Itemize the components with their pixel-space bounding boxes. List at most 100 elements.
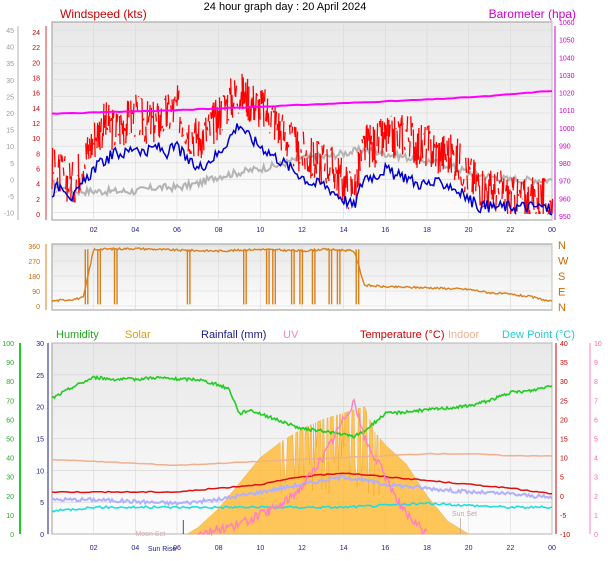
humidity-tick-label: 100	[2, 341, 14, 348]
barometer-tick-label: 1040	[559, 55, 575, 62]
hour-tick-label: 08	[215, 227, 223, 234]
wind-tick-label: 0	[36, 212, 40, 219]
uv-tick-label: 9	[594, 360, 598, 367]
wind-tick-label: 24	[32, 30, 40, 37]
outer-tick-label: -5	[8, 194, 14, 201]
legend-label: Temperature (°C)	[360, 329, 444, 341]
direction-tick-label: 270	[28, 259, 40, 266]
direction-wrap-spikes	[84, 249, 360, 305]
rain-tick-label: 30	[36, 341, 44, 348]
rain-tick-label: 25	[36, 373, 44, 380]
wind-tick-label: 4	[36, 182, 40, 189]
barometer-tick-label: 1050	[559, 38, 575, 45]
compass-label: N	[558, 240, 566, 252]
hour-tick-label: 00	[548, 545, 556, 552]
hour-tick-label: 14	[340, 545, 348, 552]
uv-tick-label: 8	[594, 379, 598, 386]
rain-tick-label: 10	[36, 468, 44, 475]
temperature-tick-label: 35	[560, 360, 568, 367]
outer-tick-label: 25	[6, 94, 14, 101]
humidity-tick-label: 60	[6, 417, 14, 424]
outer-tick-label: 15	[6, 128, 14, 135]
barometer-axis-title: Barometer (hpa)	[489, 7, 576, 21]
humidity-tick-label: 80	[6, 379, 14, 386]
wind-tick-label: 12	[32, 121, 40, 128]
uv-tick-label: 10	[594, 341, 602, 348]
dew-point-line	[51, 501, 553, 513]
hour-tick-label: 02	[90, 545, 98, 552]
hour-tick-label: 10	[256, 227, 264, 234]
direction-tick-label: 0	[36, 304, 40, 311]
temperature-tick-label: 5	[560, 475, 564, 482]
uv-tick-label: 6	[594, 417, 598, 424]
barometer-tick-label: 980	[559, 161, 571, 168]
barometer-tick-label: 990	[559, 143, 571, 150]
barometer-tick-label: 1010	[559, 108, 575, 115]
wind-gust-line	[51, 73, 554, 215]
temperature-tick-label: -10	[560, 532, 570, 539]
uv-tick-label: 4	[594, 456, 598, 463]
uv-tick-label: 1	[594, 513, 598, 520]
rain-tick-label: 20	[36, 405, 44, 412]
temperature-tick-label: 20	[560, 417, 568, 424]
hour-tick-label: 16	[381, 545, 389, 552]
outer-tick-label: 20	[6, 111, 14, 118]
barometer-tick-label: 1030	[559, 73, 575, 80]
hour-tick-label: 22	[506, 227, 514, 234]
hour-tick-label: 18	[423, 545, 431, 552]
barometer-line	[51, 90, 553, 115]
compass-label: S	[558, 271, 565, 283]
uv-tick-label: 5	[594, 437, 598, 444]
hour-tick-label: 12	[298, 545, 306, 552]
outer-tick-label: 35	[6, 61, 14, 68]
legend-label: Dew Point (°C)	[502, 329, 575, 341]
humidity-tick-label: 30	[6, 475, 14, 482]
graph-title: 24 hour graph day : 20 April 2024	[204, 1, 367, 13]
temperature-tick-label: 30	[560, 379, 568, 386]
hour-tick-label: 20	[465, 545, 473, 552]
hour-tick-label: 00	[548, 227, 556, 234]
legend-label: Rainfall (mm)	[201, 329, 266, 341]
temperature-secondary-line	[51, 474, 553, 507]
indoor-line	[51, 452, 553, 467]
barometer-tick-label: 1060	[559, 20, 575, 27]
wind-tick-label: 20	[32, 60, 40, 67]
hour-tick-label: 02	[90, 227, 98, 234]
wind-tick-label: 8	[36, 151, 40, 158]
hour-tick-label: 06	[173, 227, 181, 234]
outer-tick-label: 5	[10, 161, 14, 168]
humidity-tick-label: 50	[6, 437, 14, 444]
uv-tick-label: 3	[594, 475, 598, 482]
sun-set-label: Sun Set	[452, 511, 477, 518]
moon-set-label: Moon Set	[135, 531, 165, 538]
hour-tick-label: 04	[131, 227, 139, 234]
wind-tick-label: 6	[36, 167, 40, 174]
uv-tick-label: 2	[594, 494, 598, 501]
uv-tick-label: 0	[594, 532, 598, 539]
hour-tick-label: 08	[215, 545, 223, 552]
wind-tick-label: 2	[36, 197, 40, 204]
rain-tick-label: 15	[36, 437, 44, 444]
hour-tick-label: 12	[298, 227, 306, 234]
outer-tick-label: 40	[6, 45, 14, 52]
uv-line	[197, 398, 428, 537]
hour-tick-label: 20	[465, 227, 473, 234]
direction-tick-label: 90	[32, 289, 40, 296]
hour-tick-label: 04	[131, 545, 139, 552]
barometer-tick-label: 1000	[559, 126, 575, 133]
humidity-tick-label: 0	[10, 532, 14, 539]
sun-rise-label: Sun Rise	[148, 546, 177, 553]
outer-tick-label: 30	[6, 78, 14, 85]
uv-tick-label: 7	[594, 398, 598, 405]
temperature-tick-label: 40	[560, 341, 568, 348]
barometer-tick-label: 1020	[559, 91, 575, 98]
outer-tick-label: 10	[6, 144, 14, 151]
compass-label: E	[558, 287, 565, 299]
direction-tick-label: 360	[28, 244, 40, 251]
humidity-tick-label: 40	[6, 456, 14, 463]
hour-tick-label: 18	[423, 227, 431, 234]
outer-tick-label: 45	[6, 28, 14, 35]
